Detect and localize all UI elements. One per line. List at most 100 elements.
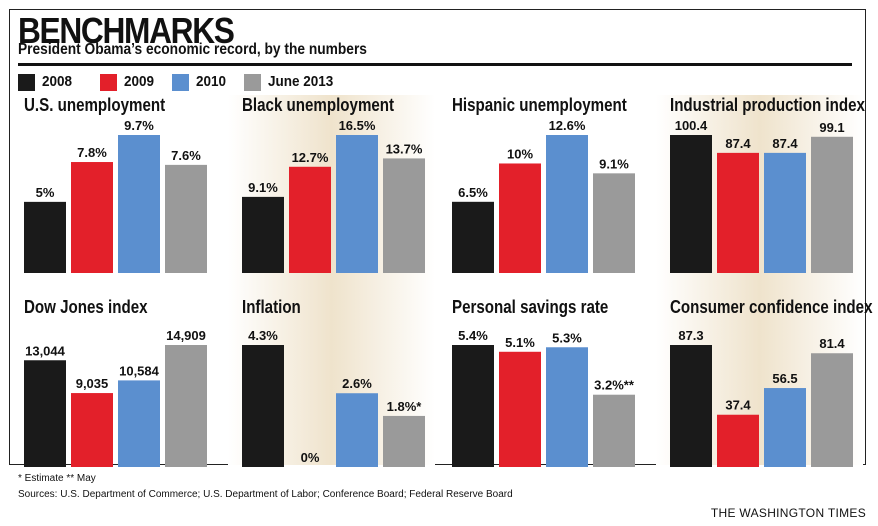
chart-hispanic-unemployment: Hispanic unemployment 6.5% 10% 12.6% 9.1%	[452, 95, 652, 275]
legend-swatch	[100, 74, 117, 91]
chart-black-unemployment: Black unemployment 9.1% 12.7% 16.5% 13.7%	[242, 95, 442, 275]
chart-dow-jones-index: Dow Jones index 13,044 9,035 10,584 14,909	[24, 297, 224, 467]
legend-swatch	[172, 74, 189, 91]
bar-2010	[546, 347, 588, 467]
chart-title: Industrial production index	[670, 95, 865, 115]
bar-2009	[289, 166, 331, 273]
bar-june-2013	[811, 353, 853, 467]
bar-value-label: 37.4	[725, 398, 751, 413]
chart-plot: 13,044 9,035 10,584 14,909	[24, 328, 207, 467]
bar-2008	[242, 345, 284, 467]
legend-label: 2009	[124, 73, 155, 90]
bar-value-label: 1.8%*	[387, 399, 423, 414]
bar-value-label: 13.7%	[386, 141, 423, 156]
chart-plot: 6.5% 10% 12.6% 9.1%	[452, 118, 635, 273]
graphic-subtitle: President Obama’s economic record, by th…	[18, 41, 367, 58]
bar-value-label: 4.3%	[248, 328, 278, 343]
bar-value-label: 81.4	[819, 336, 845, 351]
legend-label: 2010	[196, 73, 227, 90]
chart-title: U.S. unemployment	[24, 95, 166, 115]
bar-value-label: 0%	[301, 450, 320, 465]
legend-swatch	[18, 74, 35, 91]
legend-swatch	[244, 74, 261, 91]
bar-value-label: 5.4%	[458, 328, 488, 343]
graphic-frame	[9, 9, 866, 465]
bar-2009	[717, 152, 759, 273]
bar-june-2013	[165, 345, 207, 467]
bar-value-label: 100.4	[675, 118, 708, 133]
chart-consumer-confidence-index: Consumer confidence index 87.3 37.4 56.5 81…	[670, 297, 872, 467]
bar-value-label: 6.5%	[458, 185, 488, 200]
bar-june-2013	[593, 394, 635, 467]
bar-2008	[452, 201, 494, 273]
bar-2009	[71, 162, 113, 273]
bar-value-label: 5%	[36, 185, 55, 200]
graphic-title: BENCHMARKS	[18, 10, 235, 51]
bar-june-2013	[383, 158, 425, 273]
bar-2009	[71, 393, 113, 467]
header-rule	[18, 63, 852, 66]
sources-note: Sources: U.S. Department of Commerce; U.…	[18, 489, 513, 500]
bar-value-label: 2.6%	[342, 376, 372, 391]
bar-2008	[670, 135, 712, 273]
bar-2010	[336, 135, 378, 273]
bar-value-label: 9.1%	[599, 156, 629, 171]
bar-value-label: 12.6%	[549, 118, 586, 133]
bar-value-label: 87.4	[725, 136, 751, 151]
bar-june-2013	[593, 173, 635, 273]
chart-plot: 9.1% 12.7% 16.5% 13.7%	[242, 118, 425, 273]
chart-plot: 4.3% 0% 2.6% 1.8%*	[242, 328, 425, 467]
bar-value-label: 10%	[507, 146, 533, 161]
bar-value-label: 14,909	[166, 328, 206, 343]
chart-title: Inflation	[242, 297, 301, 317]
chart-title: Personal savings rate	[452, 297, 609, 317]
bar-value-label: 87.3	[678, 328, 703, 343]
bar-value-label: 16.5%	[339, 118, 376, 133]
bar-2010	[118, 135, 160, 273]
bar-value-label: 13,044	[25, 343, 66, 358]
bar-value-label: 7.6%	[171, 148, 201, 163]
chart-title: Black unemployment	[242, 95, 395, 115]
bar-2009	[717, 414, 759, 467]
bar-value-label: 12.7%	[292, 150, 329, 165]
bar-2010	[764, 152, 806, 273]
chart-personal-savings-rate: Personal savings rate 5.4% 5.1% 5.3% 3.2%**	[452, 297, 652, 467]
bar-2010	[336, 393, 378, 467]
bar-june-2013	[811, 136, 853, 273]
bar-value-label: 3.2%**	[594, 378, 635, 393]
publisher-credit: THE WASHINGTON TIMES	[710, 506, 866, 520]
bar-2008	[670, 345, 712, 467]
bar-2010	[764, 388, 806, 467]
bar-value-label: 56.5	[772, 371, 797, 386]
chart-plot: 87.3 37.4 56.5 81.4	[670, 328, 853, 467]
footnote: * Estimate ** May	[18, 473, 96, 484]
chart-us-unemployment: U.S. unemployment 5% 7.8% 9.7% 7.6%	[24, 95, 224, 275]
bar-value-label: 9.1%	[248, 180, 278, 195]
legend-label: 2008	[42, 73, 73, 90]
bar-june-2013	[165, 164, 207, 273]
bar-value-label: 9.7%	[124, 118, 154, 133]
bar-value-label: 99.1	[819, 120, 844, 135]
bar-2010	[118, 380, 160, 467]
bar-2009	[499, 163, 541, 273]
chart-plot: 100.4 87.4 87.4 99.1	[670, 118, 853, 273]
chart-title: Hispanic unemployment	[452, 95, 627, 115]
bar-value-label: 9,035	[76, 376, 109, 391]
bar-june-2013	[383, 415, 425, 467]
chart-plot: 5.4% 5.1% 5.3% 3.2%**	[452, 328, 635, 467]
chart-industrial-production-index: Industrial production index 100.4 87.4 87.…	[670, 95, 865, 275]
bar-value-label: 5.1%	[505, 335, 535, 350]
bar-value-label: 87.4	[772, 136, 798, 151]
bar-value-label: 5.3%	[552, 330, 582, 345]
bar-2008	[24, 201, 66, 273]
bar-2008	[452, 345, 494, 467]
chart-title: Consumer confidence index	[670, 297, 873, 317]
bar-value-label: 10,584	[119, 363, 160, 378]
chart-title: Dow Jones index	[24, 297, 148, 317]
chart-plot: 5% 7.8% 9.7% 7.6%	[24, 118, 207, 273]
bar-2010	[546, 135, 588, 273]
bar-2009	[499, 351, 541, 467]
bar-2008	[242, 196, 284, 273]
legend-label: June 2013	[268, 73, 334, 90]
chart-inflation: Inflation 4.3% 0% 2.6% 1.8%*	[242, 297, 442, 467]
